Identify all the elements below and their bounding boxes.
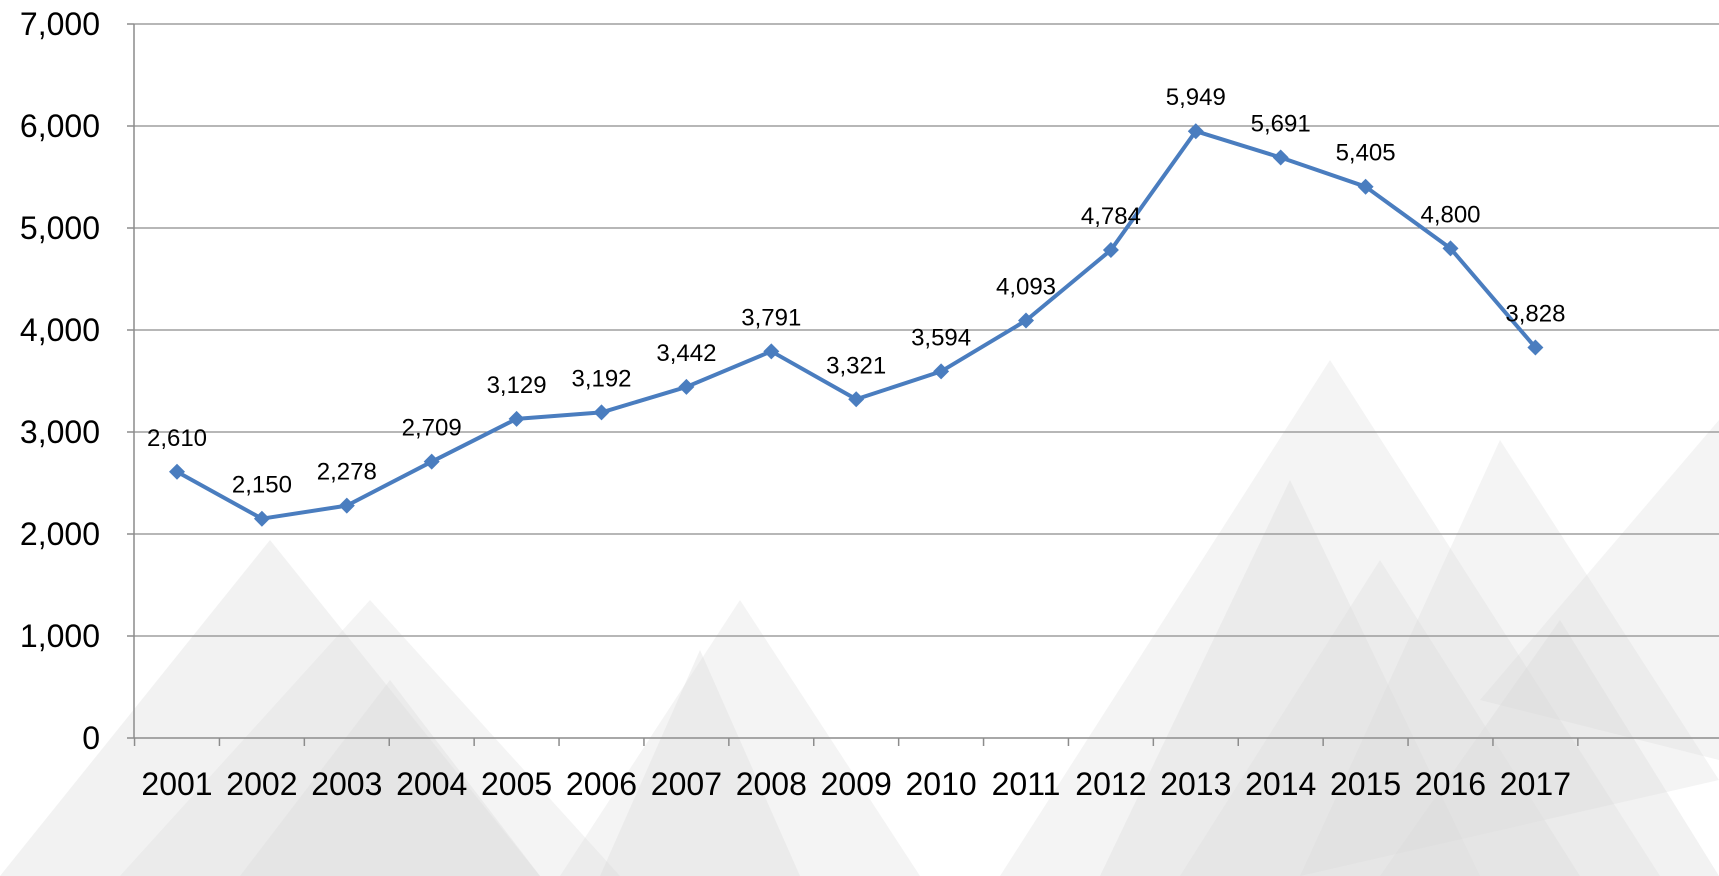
x-tick-label: 2005: [481, 766, 552, 802]
x-tick-label: 2002: [226, 766, 297, 802]
background-triangle: [0, 540, 540, 876]
data-point-marker: [1018, 312, 1034, 329]
x-tick-label: 2012: [1075, 766, 1146, 802]
data-label: 2,278: [317, 459, 377, 486]
data-point-marker: [1357, 178, 1374, 195]
background-triangle: [600, 650, 800, 876]
x-tick-label: 2008: [736, 766, 807, 802]
data-point-marker: [933, 363, 950, 380]
data-point-marker: [508, 410, 525, 427]
data-point-marker: [1187, 123, 1204, 140]
x-tick-label: 2009: [821, 766, 892, 802]
data-label: 3,129: [487, 372, 547, 399]
data-point-marker: [423, 453, 440, 470]
data-label: 2,610: [147, 425, 207, 452]
y-tick-label: 0: [82, 720, 100, 756]
x-tick-label: 2007: [651, 766, 722, 802]
background-triangle: [1100, 480, 1480, 876]
x-tick-label: 2013: [1160, 766, 1231, 802]
data-point-marker: [338, 497, 355, 514]
data-point-marker: [1442, 240, 1459, 257]
gridlines: [134, 23, 1719, 637]
y-tick-label: 3,000: [20, 414, 100, 450]
background-triangle: [1380, 620, 1719, 876]
background-triangle: [1480, 420, 1719, 760]
x-tick-label: 2011: [992, 766, 1061, 802]
data-point-marker: [678, 378, 695, 395]
series-markers: [169, 123, 1544, 527]
x-tick-label: 2014: [1245, 766, 1316, 802]
data-point-marker: [848, 391, 865, 408]
background-triangle: [1300, 440, 1719, 876]
data-label: 3,442: [656, 340, 716, 367]
x-axis-tick-labels: 2001 2002 2003 2004 2005 2006 2007 2008 2009 2010…: [141, 766, 1571, 802]
background-triangle: [1000, 360, 1660, 876]
y-axis-tick-labels: 0 1,000 2,000 3,000 4,000 5,000 6,000 7,000: [20, 6, 100, 756]
x-tick-label: 2016: [1415, 766, 1486, 802]
data-label: 3,791: [741, 304, 801, 331]
data-point-marker: [1102, 242, 1119, 259]
data-label: 3,828: [1505, 301, 1565, 328]
data-label: 4,800: [1420, 201, 1480, 228]
y-tick-label: 1,000: [20, 618, 100, 654]
data-point-marker: [763, 343, 780, 360]
data-label: 3,321: [826, 352, 886, 379]
x-tick-label: 2006: [566, 766, 637, 802]
data-label: 4,093: [996, 274, 1056, 301]
data-label: 2,709: [402, 415, 462, 442]
y-tick-label: 6,000: [20, 108, 100, 144]
data-label: 5,949: [1166, 84, 1226, 111]
data-point-marker: [1272, 149, 1289, 166]
data-label: 4,784: [1081, 203, 1141, 230]
background-triangle: [240, 680, 540, 876]
x-tick-label: 2001: [141, 766, 212, 802]
x-tick-label: 2004: [396, 766, 467, 802]
data-point-marker: [1527, 339, 1544, 356]
x-tick-label: 2010: [906, 766, 977, 802]
data-label: 3,192: [571, 365, 631, 392]
data-point-marker: [169, 463, 185, 480]
data-label: 5,691: [1251, 111, 1311, 138]
data-label: 5,405: [1336, 140, 1396, 167]
y-tick-label: 5,000: [20, 210, 100, 246]
y-tick-label: 4,000: [20, 312, 100, 348]
data-label: 3,594: [911, 324, 971, 351]
background-triangle: [1180, 560, 1580, 876]
x-tick-label: 2015: [1330, 766, 1401, 802]
data-point-marker: [253, 510, 270, 527]
data-point-marker: [593, 404, 610, 421]
y-tick-label: 7,000: [20, 6, 100, 42]
x-tick-label: 2017: [1500, 766, 1571, 802]
data-label: 2,150: [232, 472, 292, 499]
data-labels: 2,610 2,150 2,278 2,709 3,129 3,192 3,442 3,791…: [147, 84, 1565, 498]
axes: [127, 23, 1719, 746]
y-tick-label: 2,000: [20, 516, 100, 552]
x-tick-label: 2003: [311, 766, 382, 802]
